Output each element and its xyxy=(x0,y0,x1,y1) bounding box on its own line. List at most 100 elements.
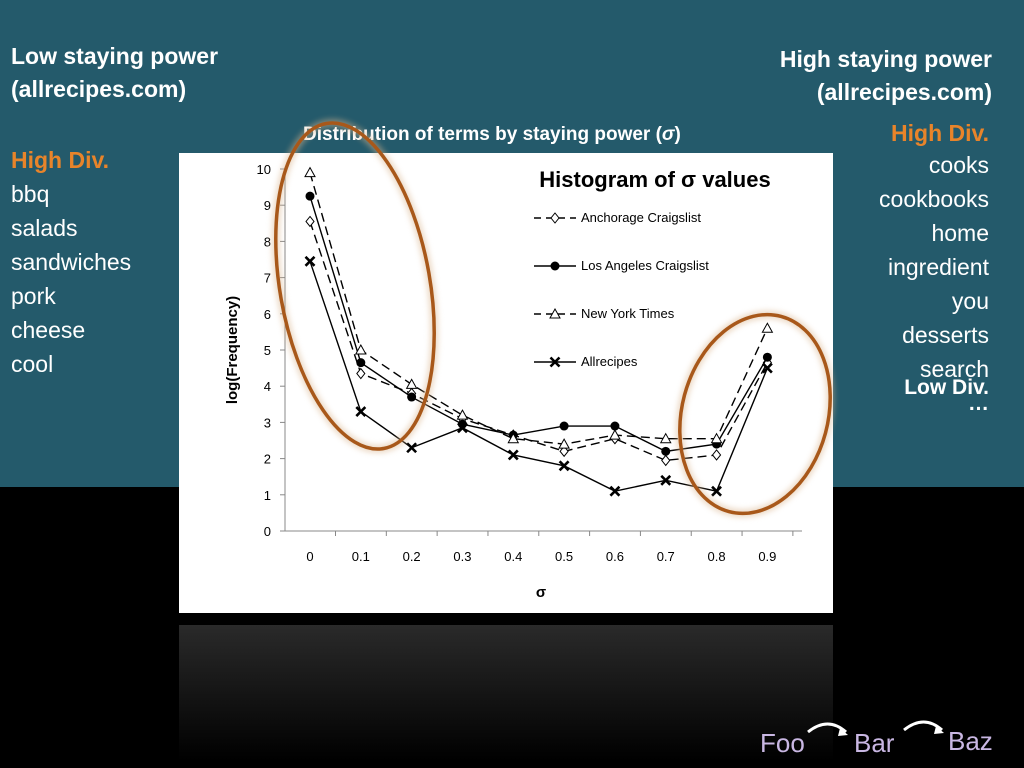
y-tick-label: 7 xyxy=(264,271,271,286)
histogram-chart: 0 1 2 3 4 5 6 7 8 9 10 0 0.1 0.2 0.3 0.4 0.5 0.6 0.7 0.8 0.9… xyxy=(224,162,802,601)
distribution-title: Distribution of terms by staying power (… xyxy=(303,124,681,146)
list-item: cheese xyxy=(11,317,86,343)
list-item: desserts xyxy=(902,322,989,348)
nav-breadcrumb: Foo Bar Baz xyxy=(740,718,1024,768)
y-tick-label: 9 xyxy=(264,198,271,213)
series-los-angeles-craigslist xyxy=(305,191,772,456)
x-tick-label: 0.7 xyxy=(657,549,675,564)
y-tick-label: 6 xyxy=(264,307,271,322)
right-title: High staying power (allrecipes.com) xyxy=(780,43,992,109)
x-tick-label: 0.5 xyxy=(555,549,573,564)
series-anchorage-craigslist xyxy=(305,215,773,467)
list-item: pork xyxy=(11,283,56,309)
x-tick-label: 0.6 xyxy=(606,549,624,564)
y-tick-label: 8 xyxy=(264,234,271,249)
data-point xyxy=(559,445,569,458)
data-point xyxy=(356,367,366,380)
data-point xyxy=(457,422,468,434)
x-tick-label: 0.2 xyxy=(403,549,421,564)
list-item: search xyxy=(919,356,989,382)
data-point xyxy=(456,409,469,420)
legend-marker xyxy=(550,261,560,271)
data-point xyxy=(609,485,621,497)
x-tick-label: 0.8 xyxy=(708,549,726,564)
legend: Anchorage Craigslist Los Angeles Craigsli… xyxy=(534,210,709,369)
y-axis-label: log(Frequency) xyxy=(224,296,241,404)
data-point xyxy=(659,432,672,444)
legend-marker xyxy=(549,307,561,319)
right-low-div-label: Low Div. xyxy=(904,376,989,399)
data-point xyxy=(304,255,316,267)
distribution-title-sigma: σ xyxy=(661,124,675,145)
chart-panel: 0 1 2 3 4 5 6 7 8 9 10 0 0.1 0.2 0.3 0.4 0.5 0.6 0.7 0.8 0.9… xyxy=(179,153,833,613)
data-point xyxy=(661,454,671,467)
arrow-right-icon xyxy=(807,722,847,734)
legend-marker xyxy=(550,212,560,224)
left-title-line1: Low staying power xyxy=(11,43,219,69)
y-tick-label: 4 xyxy=(264,379,271,394)
data-point xyxy=(305,215,315,228)
left-high-div-label: High Div. xyxy=(11,147,109,173)
data-point xyxy=(407,392,417,402)
nav-foo[interactable]: Foo xyxy=(760,728,805,758)
data-point xyxy=(558,460,570,472)
data-point xyxy=(405,378,418,389)
right-ellipsis: … xyxy=(968,392,989,415)
x-tick-label: 0.3 xyxy=(453,549,471,564)
list-item: cool xyxy=(11,351,54,377)
nav-arrows xyxy=(807,720,944,736)
list-item: bbq xyxy=(11,181,50,207)
list-item: salads xyxy=(11,215,78,241)
y-tick-label: 1 xyxy=(264,488,271,503)
chart-reflection: 01234567891000.10.20.30.40.50.60.70.80.9… xyxy=(179,625,833,768)
data-point xyxy=(610,421,620,431)
legend-entry: Anchorage Craigslist xyxy=(581,210,701,225)
x-tick-label: 0.9 xyxy=(758,549,776,564)
data-point xyxy=(660,474,672,486)
y-tick-label: 3 xyxy=(264,415,271,430)
list-item: sandwiches xyxy=(11,249,132,275)
data-point xyxy=(305,191,315,201)
data-point xyxy=(762,352,772,362)
data-point xyxy=(355,406,367,417)
data-point xyxy=(661,446,671,456)
x-tick-label: 0.1 xyxy=(352,549,370,564)
x-tick-label: 0 xyxy=(306,549,313,564)
data-point xyxy=(356,358,366,368)
distribution-title-suffix: ) xyxy=(674,124,681,145)
nav-bar[interactable]: Bar xyxy=(854,728,895,758)
legend-entry: Los Angeles Craigslist xyxy=(581,258,709,273)
y-tick-label: 10 xyxy=(257,162,271,177)
list-item: cookbooks xyxy=(879,186,989,212)
right-title-line2: (allrecipes.com) xyxy=(816,79,992,105)
y-tick-label: 5 xyxy=(264,343,271,358)
data-point xyxy=(304,166,316,178)
data-point xyxy=(609,429,621,440)
legend-entry: New York Times xyxy=(581,306,675,321)
chart-title: Histogram of σ values xyxy=(539,167,770,192)
right-term-list: High Div. cooks cookbooks home ingredien… xyxy=(879,118,989,386)
left-title-line2: (allrecipes.com) xyxy=(11,76,187,102)
list-item: home xyxy=(931,220,989,246)
right-high-div-label: High Div. xyxy=(891,120,989,146)
list-item: cooks xyxy=(928,152,989,178)
series-allrecipes xyxy=(304,255,773,497)
list-item: you xyxy=(951,288,989,314)
data-point xyxy=(761,322,774,333)
arrow-head-icon xyxy=(838,728,848,736)
data-point xyxy=(406,442,418,454)
y-tick-label: 0 xyxy=(264,524,271,539)
y-tick-label: 2 xyxy=(264,452,271,467)
data-point xyxy=(559,421,569,431)
arrow-right-icon xyxy=(903,720,943,732)
left-title: Low staying power (allrecipes.com) xyxy=(11,40,218,106)
nav-baz[interactable]: Baz xyxy=(948,726,993,756)
legend-marker xyxy=(549,356,561,368)
data-point xyxy=(507,449,519,461)
right-title-line1: High staying power xyxy=(779,46,992,72)
list-item: ingredient xyxy=(887,254,989,280)
legend-entry: Allrecipes xyxy=(581,354,638,369)
x-axis-label: σ xyxy=(536,584,546,601)
left-term-list: High Div. bbq salads sandwiches pork che… xyxy=(11,143,131,381)
data-point xyxy=(711,449,722,461)
